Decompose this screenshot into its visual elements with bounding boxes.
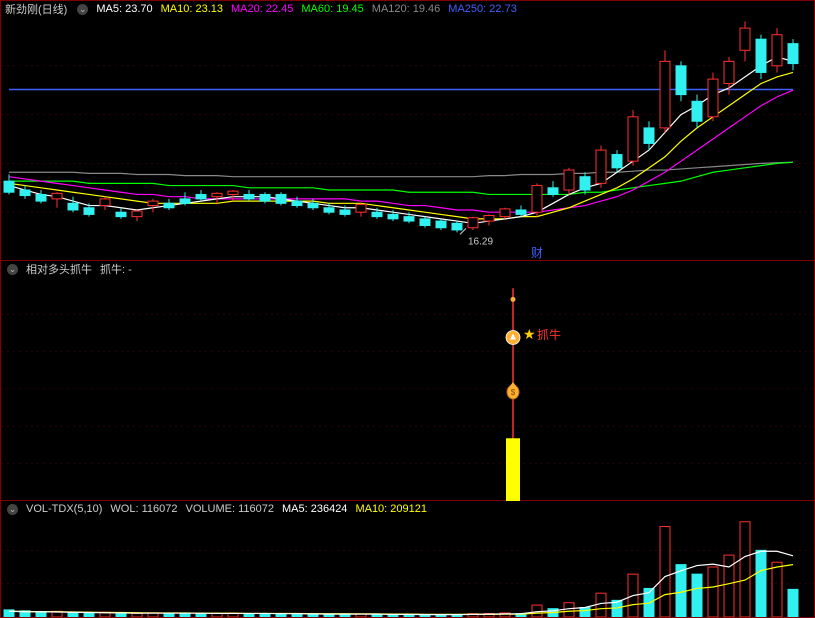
settings-icon[interactable]: ⌄ [77,4,88,15]
indicator-panel[interactable]: ⌄ 相对多头抓牛 抓牛: - ★抓牛 $ [1,261,814,501]
volume-panel[interactable]: ⌄ VOL-TDX(5,10) WOL: 116072 VOLUME: 1160… [1,501,814,617]
ma120-value: 19.46 [413,3,441,15]
svg-text:$: $ [511,388,516,397]
svg-text:16.29: 16.29 [468,236,493,247]
stock-title: 新劲刚(日线) [5,1,67,17]
vol-ma5-label: MA5: [282,503,308,515]
settings-icon[interactable]: ⌄ [7,264,18,275]
vol-ma5-value: 236424 [311,503,348,515]
ma10-label: MA10: [161,3,193,15]
settings-icon[interactable]: ⌄ [7,504,18,515]
ma5-value: 23.70 [125,3,153,15]
svg-text:抓牛: 抓牛 [537,327,561,342]
indicator-sub: 抓牛: - [100,261,132,277]
indicator-header: ⌄ 相对多头抓牛 抓牛: - [1,261,814,277]
wol-label: WOL: [110,503,138,515]
vol-ma10-label: MA10: [355,503,387,515]
wol-value: 116072 [142,503,178,515]
indicator-body[interactable]: ★抓牛 $ [1,277,814,500]
ma120-label: MA120: [372,3,410,15]
ma250-label: MA250: [448,3,486,15]
indicator-title: 相对多头抓牛 [26,261,92,277]
candlestick-header: 新劲刚(日线) ⌄ MA5: 23.70 MA10: 23.13 MA20: 2… [1,1,814,17]
volume-header: ⌄ VOL-TDX(5,10) WOL: 116072 VOLUME: 1160… [1,501,814,517]
candlestick-body[interactable]: 16.29 财 [1,17,814,260]
candlestick-panel[interactable]: 新劲刚(日线) ⌄ MA5: 23.70 MA10: 23.13 MA20: 2… [1,1,814,261]
vol-title: VOL-TDX(5,10) [26,503,102,515]
volume-value: 116072 [238,503,274,515]
vol-ma10-value: 209121 [390,503,427,515]
svg-text:财: 财 [531,246,543,260]
ma250-value: 22.73 [489,3,517,15]
volume-label: VOLUME: [186,503,236,515]
ma5-label: MA5: [96,3,122,15]
stock-chart-app: 新劲刚(日线) ⌄ MA5: 23.70 MA10: 23.13 MA20: 2… [0,0,815,618]
ma20-label: MA20: [231,3,263,15]
ma10-value: 23.13 [195,3,223,15]
ma20-value: 22.45 [266,3,294,15]
volume-body[interactable] [1,517,814,617]
ma60-label: MA60: [301,3,333,15]
ma60-value: 19.45 [336,3,364,15]
svg-text:★: ★ [523,326,536,342]
